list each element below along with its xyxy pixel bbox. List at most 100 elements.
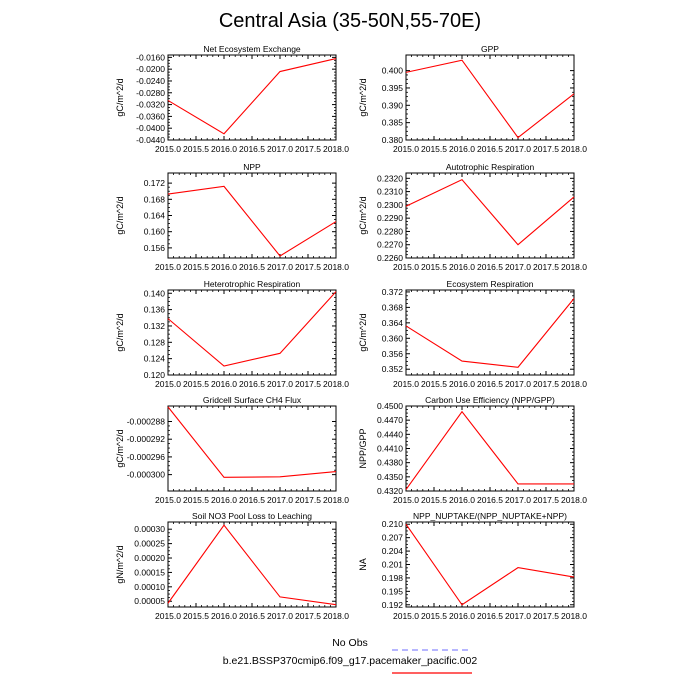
- y-tick-label: 0.2310: [377, 187, 403, 197]
- x-tick-label: 2017.5: [533, 262, 559, 272]
- x-tick-label: 2017.5: [295, 495, 321, 505]
- panel-title: Autotrophic Respiration: [446, 162, 535, 172]
- x-tick-label: 2018.0: [323, 379, 349, 389]
- y-tick-label: -0.0440: [136, 135, 165, 145]
- x-tick-label: 2016.5: [239, 495, 265, 505]
- y-axis-label: NA: [358, 558, 368, 571]
- x-tick-label: 2017.5: [295, 144, 321, 154]
- y-tick-label: 0.195: [382, 586, 404, 596]
- panel-title: Net Ecosystem Exchange: [203, 44, 301, 54]
- x-tick-label: 2016.5: [477, 144, 503, 154]
- x-tick-label: 2017.5: [533, 144, 559, 154]
- y-tick-label: 0.2290: [377, 213, 403, 223]
- x-tick-label: 2016.5: [477, 611, 503, 621]
- y-tick-label: -0.0160: [136, 52, 165, 62]
- panel-8: Carbon Use Efficiency (NPP/GPP) 2015.0 201…: [358, 395, 587, 505]
- series-line: [405, 59, 575, 139]
- y-tick-label: 0.4380: [377, 458, 403, 468]
- y-tick-label: -0.000288: [127, 416, 166, 426]
- y-tick-label: 0.385: [382, 118, 404, 128]
- y-axis-label: gN/m^2/d: [115, 545, 125, 583]
- x-tick-label: 2015.0: [393, 495, 419, 505]
- panel-title: Soil NO3 Pool Loss to Leaching: [192, 511, 312, 521]
- x-tick-label: 2015.0: [393, 611, 419, 621]
- y-tick-label: 0.4320: [377, 486, 403, 496]
- x-tick-label: 2016.0: [449, 144, 475, 154]
- x-tick-label: 2015.5: [183, 495, 209, 505]
- x-tick-label: 2017.0: [267, 144, 293, 154]
- plot-frame: [167, 405, 337, 492]
- panel-2: GPP 2015.0 2015.5 2016.0 2016.5 2017.0 2017.5 2…: [358, 44, 587, 154]
- y-axis-label: gC/m^2/d: [358, 78, 368, 116]
- y-tick-label: 0.00015: [134, 567, 165, 577]
- x-tick-label: 2016.5: [239, 611, 265, 621]
- x-tick-label: 2015.0: [393, 144, 419, 154]
- x-tick-label: 2017.5: [295, 262, 321, 272]
- x-tick-label: 2016.5: [477, 495, 503, 505]
- x-tick-label: 2015.0: [393, 262, 419, 272]
- y-tick-label: -0.0280: [136, 88, 165, 98]
- x-tick-label: 2016.5: [239, 262, 265, 272]
- y-tick-label: -0.0360: [136, 111, 165, 121]
- x-tick-label: 2018.0: [561, 262, 587, 272]
- x-tick-label: 2017.0: [505, 495, 531, 505]
- y-tick-label: 0.164: [144, 211, 166, 221]
- y-tick-label: 0.360: [382, 333, 404, 343]
- y-tick-label: 0.380: [382, 135, 404, 145]
- x-tick-label: 2015.5: [421, 379, 447, 389]
- series-line: [405, 178, 575, 246]
- x-tick-label: 2016.5: [239, 379, 265, 389]
- x-tick-label: 2015.0: [393, 379, 419, 389]
- x-tick-label: 2018.0: [323, 144, 349, 154]
- plot-frame: [167, 54, 337, 141]
- y-tick-label: 0.2300: [377, 200, 403, 210]
- x-tick-label: 2017.0: [505, 611, 531, 621]
- y-tick-label: 0.4500: [377, 401, 403, 411]
- x-tick-label: 2018.0: [561, 611, 587, 621]
- x-tick-label: 2016.0: [211, 262, 237, 272]
- y-tick-label: 0.204: [382, 546, 404, 556]
- x-tick-label: 2017.5: [533, 611, 559, 621]
- x-tick-label: 2016.0: [211, 611, 237, 621]
- series-line: [167, 185, 337, 257]
- panel-title: Heterotrophic Respiration: [204, 279, 301, 289]
- plot-frame: [405, 289, 575, 376]
- panel-title: Carbon Use Efficiency (NPP/GPP): [425, 395, 555, 405]
- y-axis-label: gC/m^2/d: [358, 196, 368, 234]
- x-tick-label: 2018.0: [561, 379, 587, 389]
- x-tick-label: 2016.0: [449, 611, 475, 621]
- y-tick-label: 0.4350: [377, 472, 403, 482]
- y-tick-label: 0.356: [382, 349, 404, 359]
- x-tick-label: 2015.5: [421, 262, 447, 272]
- panel-10: NPP_NUPTAKE/(NPP_NUPTAKE+NPP) 2015.0 2015.…: [358, 511, 587, 621]
- x-tick-label: 2015.5: [421, 611, 447, 621]
- series-line: [167, 524, 337, 606]
- y-axis-label: gC/m^2/d: [358, 313, 368, 351]
- panel-9: Soil NO3 Pool Loss to Leaching 2015.0 2015…: [115, 511, 349, 621]
- x-tick-label: 2016.0: [449, 495, 475, 505]
- plot-frame: [405, 172, 575, 259]
- y-tick-label: 0.2320: [377, 173, 403, 183]
- series-line: [167, 291, 337, 367]
- y-tick-label: 0.201: [382, 560, 404, 570]
- x-tick-label: 2016.0: [211, 144, 237, 154]
- y-tick-label: 0.192: [382, 600, 404, 610]
- x-tick-label: 2017.0: [267, 611, 293, 621]
- plot-frame: [167, 172, 337, 259]
- x-tick-label: 2015.5: [183, 379, 209, 389]
- x-tick-label: 2015.5: [183, 262, 209, 272]
- panel-title: GPP: [481, 44, 499, 54]
- plot-frame: [167, 521, 337, 608]
- plot-frame: [405, 54, 575, 141]
- x-tick-label: 2015.0: [155, 262, 181, 272]
- panel-title: NPP: [243, 162, 261, 172]
- series-line: [405, 410, 574, 490]
- y-tick-label: 0.372: [382, 287, 404, 297]
- x-tick-label: 2017.0: [267, 379, 293, 389]
- x-tick-label: 2018.0: [561, 144, 587, 154]
